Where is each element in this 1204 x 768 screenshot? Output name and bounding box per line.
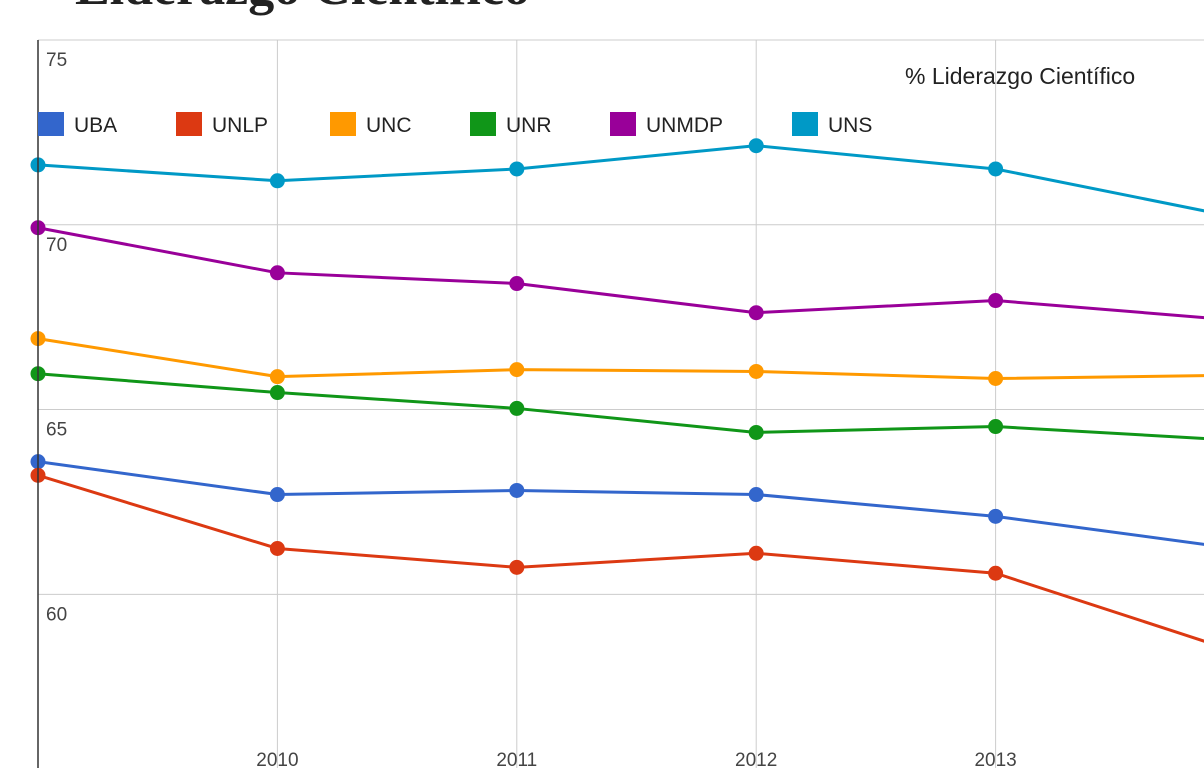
data-point: [509, 559, 525, 575]
data-point: [509, 482, 525, 498]
data-point: [748, 424, 764, 440]
data-point: [988, 371, 1004, 387]
legend-swatch: [470, 112, 496, 136]
page-heading: Liderazgo Científico: [75, 0, 530, 16]
data-point: [269, 265, 285, 281]
legend-swatch: [330, 112, 356, 136]
data-point: [509, 161, 525, 177]
legend-label: UNLP: [212, 114, 268, 137]
data-point: [988, 161, 1004, 177]
data-point: [748, 305, 764, 321]
series-line: [37, 144, 1204, 213]
data-point: [269, 173, 285, 189]
legend-label: UBA: [74, 114, 117, 137]
legend-label: UNMDP: [646, 114, 723, 137]
x-tick-label: 2013: [974, 750, 1016, 768]
data-point: [509, 276, 525, 292]
data-point: [748, 545, 764, 561]
data-point: [748, 363, 764, 379]
series-line: [37, 473, 1204, 643]
series: [30, 138, 1204, 643]
data-point: [988, 293, 1004, 309]
legend-swatch: [38, 112, 64, 136]
data-point: [269, 487, 285, 503]
data-point: [748, 138, 764, 154]
data-point: [509, 400, 525, 416]
data-point: [988, 508, 1004, 524]
y-tick-label: 65: [46, 420, 67, 441]
data-point: [988, 565, 1004, 581]
x-tick-label: 2010: [256, 750, 298, 768]
data-point: [269, 385, 285, 401]
data-point: [748, 487, 764, 503]
series-line: [37, 460, 1204, 546]
legend-label: UNS: [828, 114, 872, 137]
legend-label: UNR: [506, 114, 552, 137]
series-line: [37, 372, 1204, 440]
data-point: [269, 540, 285, 556]
series-line: [37, 337, 1204, 381]
series-line: [37, 226, 1204, 320]
grid: [38, 39, 1204, 768]
legend-label: UNC: [366, 114, 412, 137]
chart-title: % Liderazgo Científico: [905, 63, 1135, 89]
legend-swatch: [176, 112, 202, 136]
x-tick-label: 2011: [496, 750, 537, 768]
y-tick-label: 70: [46, 235, 67, 256]
legend-swatch: [792, 112, 818, 136]
y-tick-label: 75: [46, 50, 67, 71]
data-point: [988, 419, 1004, 435]
data-point: [509, 362, 525, 378]
y-tick-label: 60: [46, 604, 67, 625]
x-tick-label: 2012: [735, 750, 777, 768]
legend-swatch: [610, 112, 636, 136]
data-point: [269, 369, 285, 385]
